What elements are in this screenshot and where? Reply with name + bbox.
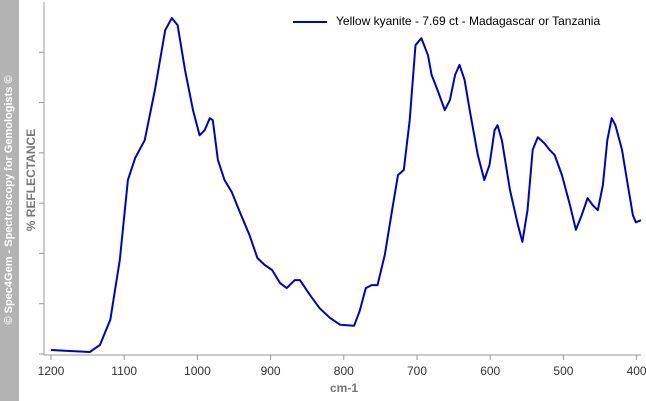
watermark-band [0,0,19,401]
x-tick-label: 1200 [38,364,65,378]
watermark: © Spec4Gem - Spectroscopy for Gemologist… [3,75,15,324]
x-axis-label: cm-1 [330,381,358,395]
spectrum-line [50,17,642,353]
x-tick-label: 700 [407,364,427,378]
y-axis-label: % REFLECTANCE [24,129,38,231]
x-tick-label: 900 [261,364,281,378]
x-tick-label: 400 [627,364,646,378]
x-tick-label: 500 [553,364,573,378]
x-tick-label: 600 [480,364,500,378]
legend-label: Yellow kyanite - 7.69 ct - Madagascar or… [336,14,600,28]
x-tick-label: 800 [334,364,354,378]
x-tick-label: 1000 [184,364,211,378]
x-tick-label: 1100 [111,364,137,378]
